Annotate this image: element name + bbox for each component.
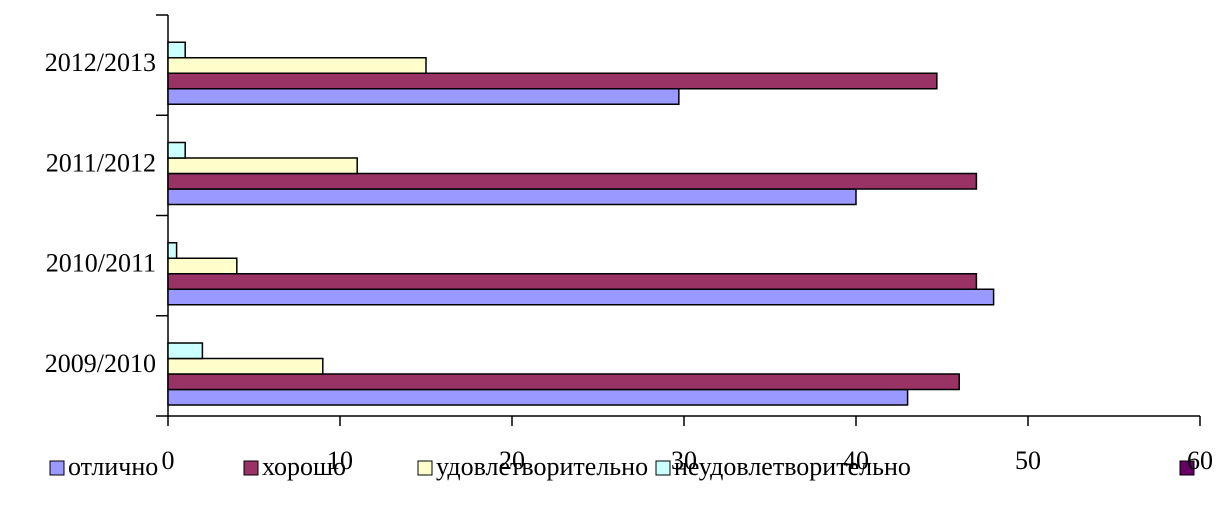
- bar: [167, 157, 358, 175]
- bar: [167, 57, 427, 74]
- bar: [167, 388, 909, 406]
- x-tick-label: 0: [162, 446, 175, 475]
- legend-swatch: [243, 460, 259, 476]
- y-tick-label: 2012/2013: [45, 48, 156, 77]
- bar: [167, 88, 680, 105]
- x-tick-label: 30: [671, 446, 697, 475]
- bar: [167, 357, 324, 375]
- legend-swatch: [655, 460, 671, 476]
- y-tick-label: 2011/2012: [46, 148, 156, 177]
- bar: [167, 273, 978, 290]
- bar: [167, 242, 178, 259]
- legend-swatch: [417, 460, 433, 476]
- x-tick-label: 40: [843, 446, 869, 475]
- bar: [167, 257, 238, 275]
- legend-label: хорошо: [262, 452, 346, 481]
- bar: [167, 288, 995, 306]
- bar: [167, 342, 204, 360]
- legend-swatch: [49, 460, 65, 476]
- x-tick-label: 60: [1187, 446, 1213, 475]
- bar: [167, 373, 960, 391]
- x-tick-label: 50: [1015, 446, 1041, 475]
- x-tick-label: 20: [499, 446, 525, 475]
- y-tick-label: 2009/2010: [45, 349, 156, 378]
- y-tick-label: 2010/2011: [46, 249, 156, 278]
- bar: [167, 72, 938, 90]
- bar: [167, 188, 857, 206]
- legend-swatch: [1179, 460, 1195, 476]
- legend-label: отлично: [68, 452, 158, 481]
- bar: [167, 41, 186, 59]
- legend-label: неудовлетворительно: [674, 452, 911, 481]
- bar: [167, 141, 186, 159]
- legend-label: удовлетворительно: [436, 452, 648, 481]
- bar: [167, 172, 978, 190]
- x-tick-label: 10: [327, 446, 353, 475]
